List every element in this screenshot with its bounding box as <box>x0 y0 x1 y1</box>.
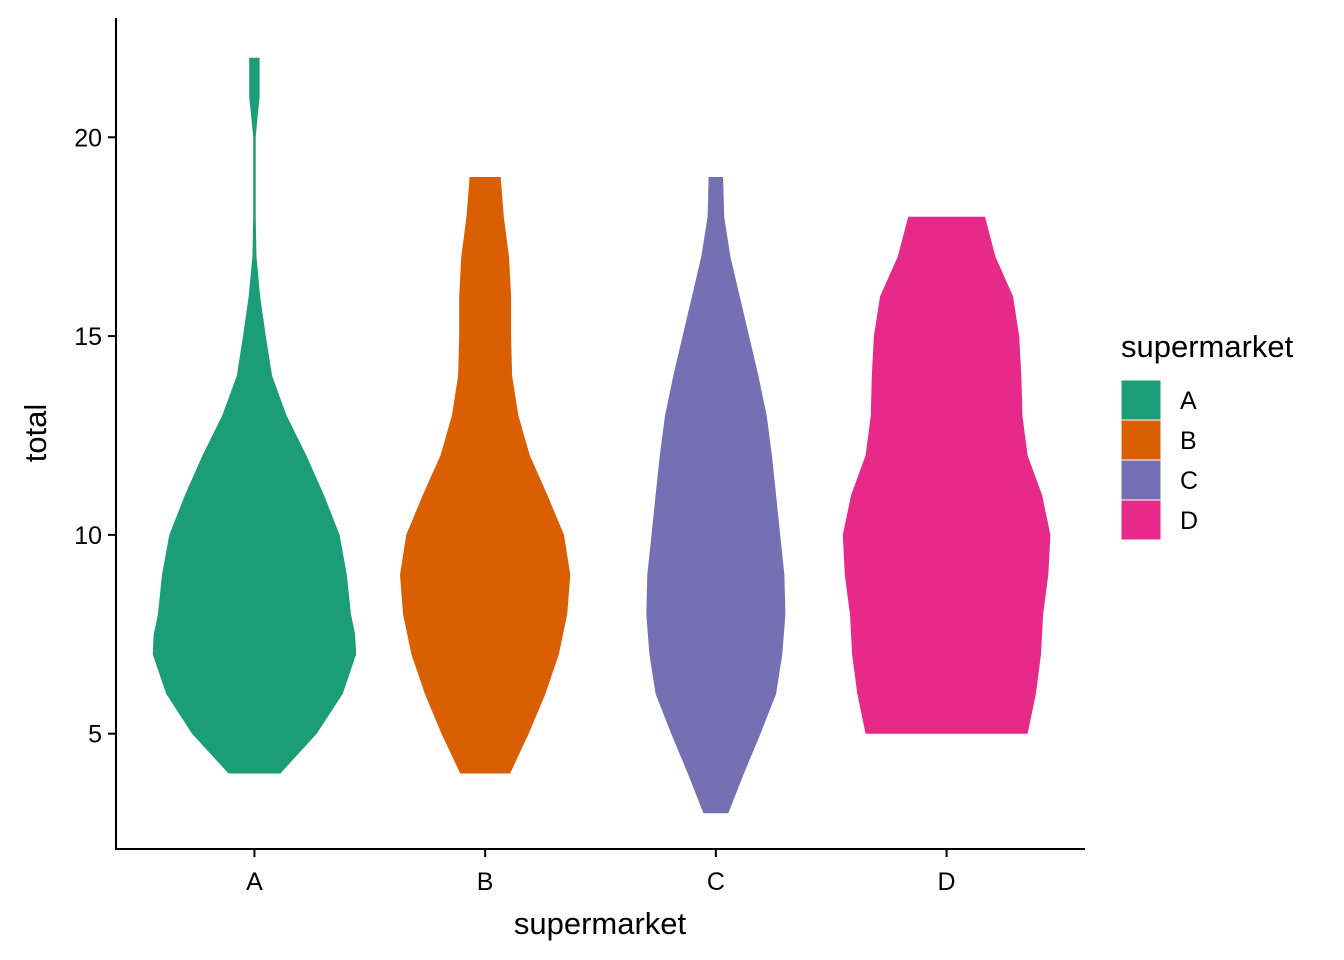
x-axis-title: supermarket <box>514 906 687 941</box>
violin-b <box>400 177 571 774</box>
y-axis-title: total <box>18 404 53 463</box>
y-tick-label-10: 10 <box>74 522 102 550</box>
y-tick-label-20: 20 <box>74 124 102 152</box>
violin-layer <box>152 57 1051 814</box>
legend-label-a: A <box>1180 387 1197 415</box>
legend-label-d: D <box>1180 507 1198 535</box>
violin-a <box>152 57 357 774</box>
legend-key-d <box>1120 499 1162 541</box>
y-tick-label-15: 15 <box>74 323 102 351</box>
x-tick-label-a: A <box>246 868 263 896</box>
violin-d <box>842 216 1051 734</box>
y-axis-ticks: 5 10 15 20 <box>74 124 116 749</box>
legend-label-c: C <box>1180 467 1198 495</box>
x-tick-label-d: D <box>938 868 956 896</box>
legend-key-c <box>1120 459 1162 501</box>
x-axis-ticks: A B C D <box>246 849 956 896</box>
y-tick-label-5: 5 <box>88 721 102 749</box>
x-tick-label-b: B <box>477 868 494 896</box>
legend-key-b <box>1120 419 1162 461</box>
legend-title: supermarket <box>1121 329 1294 364</box>
x-tick-label-c: C <box>707 868 725 896</box>
legend-key-a <box>1120 379 1162 421</box>
legend-label-b: B <box>1180 427 1197 455</box>
violin-c <box>646 177 786 814</box>
